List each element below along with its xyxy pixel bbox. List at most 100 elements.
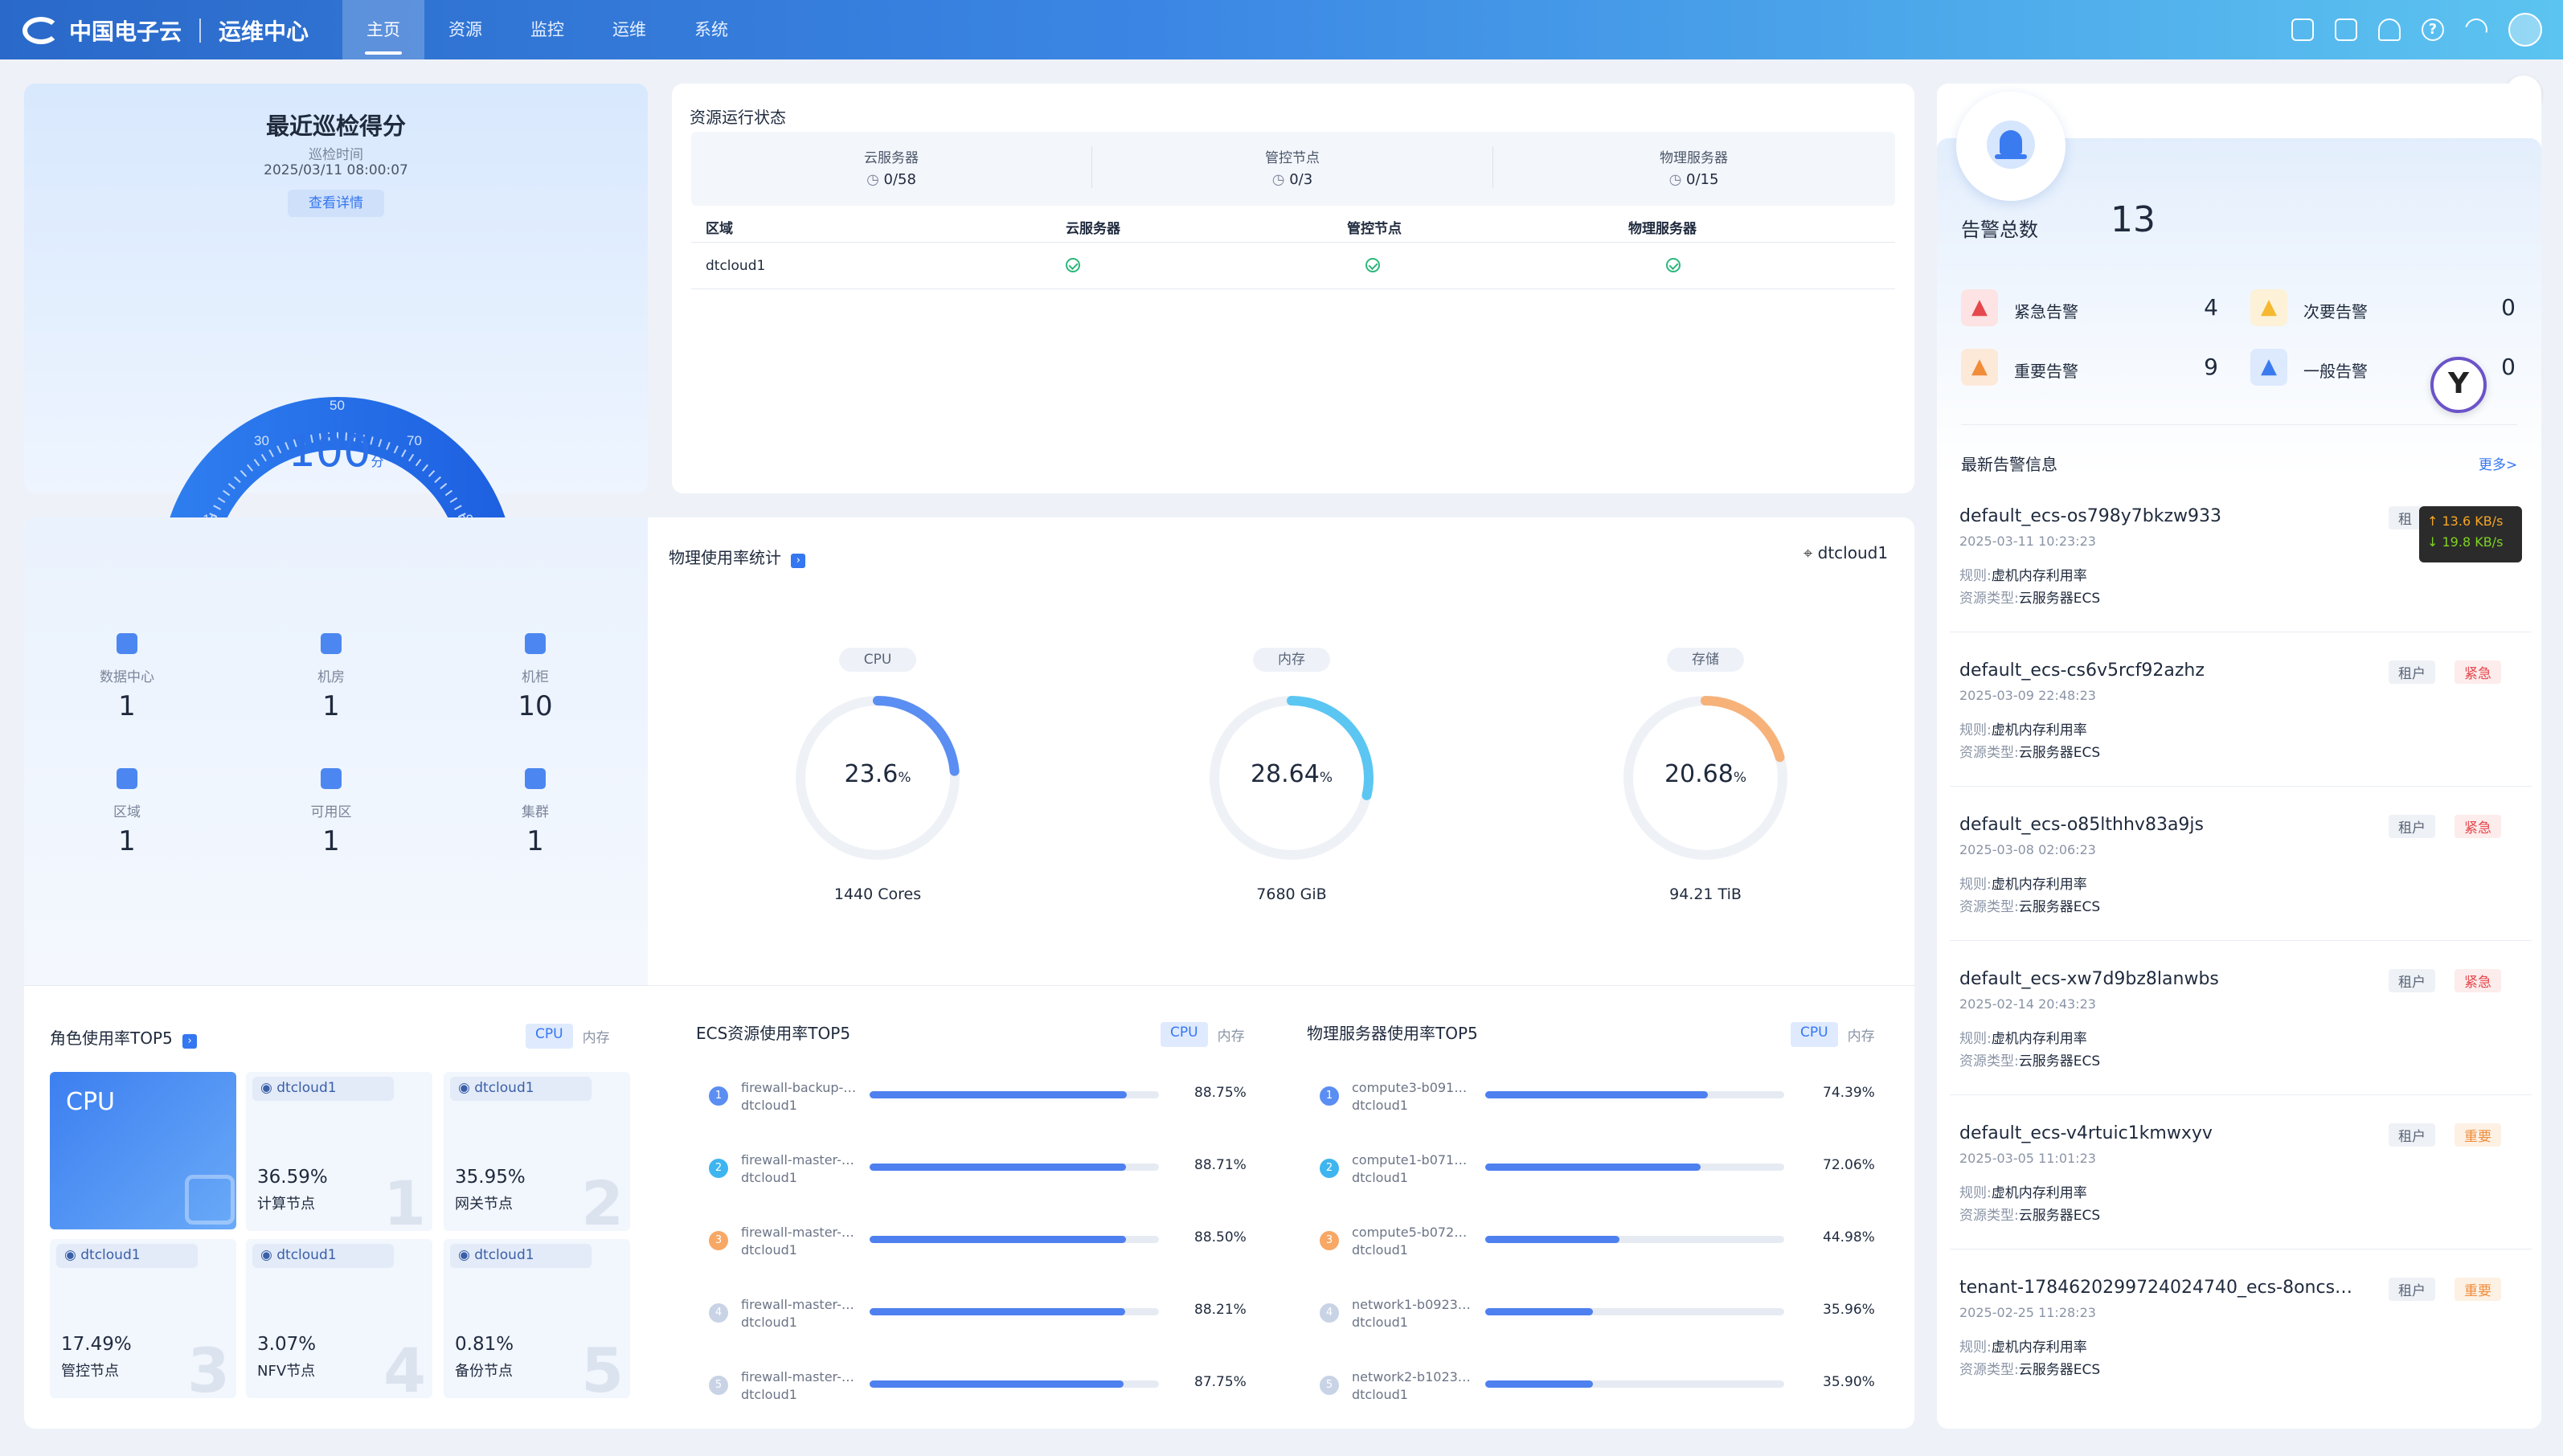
nav-monitor[interactable]: 监控 [530, 20, 564, 39]
item-region: dtcloud1 [741, 1170, 797, 1185]
tab-cpu[interactable]: CPU [1791, 1022, 1838, 1047]
nav-system[interactable]: 系统 [694, 20, 728, 39]
nav-ops[interactable]: 运维 [612, 20, 646, 39]
table-row[interactable]: dtcloud1 [691, 243, 1895, 289]
ecs-top5-title: ECS资源使用率TOP5 [696, 1024, 851, 1043]
top5-row[interactable]: 5 firewall-master-… dtcloud1 87.75% [709, 1369, 1283, 1411]
alert-time: 2025-03-05 11:01:23 [1959, 1151, 2096, 1166]
bell-icon[interactable] [2378, 18, 2401, 41]
top5-row[interactable]: 4 network1-b0923… dtcloud1 35.96% [1320, 1297, 1911, 1339]
item-name: network1-b0923… [1352, 1297, 1471, 1312]
role-top5-title-wrap: 角色使用率TOP5 › [50, 1025, 198, 1049]
role-tile[interactable]: ◉ dtcloud1 2 35.95% 网关节点 [444, 1072, 630, 1231]
role-rank: 4 [383, 1335, 426, 1398]
nav-home[interactable]: 主页 [342, 0, 424, 59]
tab-memory[interactable]: 内存 [1847, 1029, 1875, 1045]
alert-level-major[interactable]: ▲ 重要告警 9 [1961, 349, 2218, 387]
role-value: 36.59% [257, 1167, 328, 1188]
usage-bar-track [870, 1091, 1159, 1098]
infra-stat-region[interactable]: 区域 1 [63, 768, 191, 857]
top5-row[interactable]: 3 firewall-master-… dtcloud1 88.50% [709, 1225, 1283, 1266]
item-region: dtcloud1 [1352, 1170, 1408, 1185]
alert-divider [1950, 786, 2532, 787]
tab-memory[interactable]: 内存 [1217, 1029, 1245, 1045]
tab-memory[interactable]: 内存 [582, 1030, 610, 1046]
jump-icon[interactable]: › [791, 554, 806, 568]
role-tile[interactable]: ◉ dtcloud1 3 17.49% 管控节点 [50, 1239, 236, 1398]
top5-row[interactable]: 4 firewall-master-… dtcloud1 88.21% [709, 1297, 1283, 1339]
role-tile[interactable]: ◉ dtcloud1 1 36.59% 计算节点 [246, 1072, 432, 1231]
region-selector[interactable]: ⌖ dtcloud1 [1804, 543, 1888, 562]
gauge-label-pill: CPU [839, 648, 916, 672]
gauge-minor-tick [415, 459, 422, 467]
gauge-total: 94.21 TiB [1669, 885, 1742, 903]
document-icon[interactable] [2335, 18, 2357, 41]
more-alerts-link[interactable]: 更多> [2479, 457, 2518, 473]
alert-level-count: 4 [2204, 294, 2218, 321]
role-tile[interactable]: ◉ dtcloud1 5 0.81% 备份节点 [444, 1239, 630, 1398]
alert-list-item[interactable]: default_ecs-os798y7bkzw933 2025-03-11 10:… [1950, 506, 2532, 635]
resource-table-header: 区域 云服务器 管控节点 物理服务器 [691, 206, 1895, 243]
severity-badge: 紧急 [2455, 661, 2501, 684]
brand[interactable]: 中国电子云 运维中心 [23, 14, 309, 47]
user-avatar-icon[interactable] [2508, 13, 2542, 47]
alert-time: 2025-03-09 22:48:23 [1959, 688, 2096, 703]
infra-stat-machine-room[interactable]: 机房 1 [267, 633, 395, 722]
tab-cpu[interactable]: CPU [526, 1024, 573, 1049]
top5-row[interactable]: 2 compute1-b071… dtcloud1 72.06% [1320, 1152, 1911, 1194]
gauge-minor-tick [293, 439, 297, 448]
help-icon[interactable]: ? [2422, 18, 2444, 41]
alert-list-item[interactable]: default_ecs-cs6v5rcf92azhz 2025-03-09 22:… [1950, 661, 2532, 789]
jump-icon[interactable]: › [182, 1034, 198, 1049]
view-detail-button[interactable]: 查看详情 [288, 190, 384, 217]
role-tile[interactable]: ◉ dtcloud1 4 3.07% NFV节点 [246, 1239, 432, 1398]
role-label: 计算节点 [257, 1196, 315, 1213]
top5-row[interactable]: 5 network2-b1023… dtcloud1 35.90% [1320, 1369, 1911, 1411]
screen-icon[interactable] [2291, 18, 2314, 41]
top5-row[interactable]: 1 firewall-backup-… dtcloud1 88.75% [709, 1080, 1283, 1122]
alert-rule: 虚机内存利用率 [1991, 568, 2087, 584]
top5-row[interactable]: 2 firewall-master-… dtcloud1 88.71% [709, 1152, 1283, 1194]
gauge-minor-tick [378, 439, 383, 448]
usage-bar-fill [870, 1236, 1126, 1243]
role-hero-tile[interactable]: CPU [50, 1072, 236, 1229]
infra-stat-datacenter[interactable]: 数据中心 1 [63, 633, 191, 722]
infra-panel-bg [24, 517, 648, 985]
gauge-minor-tick [285, 441, 289, 451]
infra-stat-cluster[interactable]: 集群 1 [471, 768, 600, 857]
tab-cpu[interactable]: CPU [1161, 1022, 1208, 1047]
alert-list-item[interactable]: default_ecs-xw7d9bz8lanwbs 2025-02-14 20:… [1950, 969, 2532, 1098]
moon-icon[interactable] [2460, 14, 2492, 46]
alert-divider [1950, 940, 2532, 941]
gauge-minor-tick [234, 476, 241, 484]
alert-type-label: 资源类型: [1959, 745, 2019, 761]
nav-resources[interactable]: 资源 [448, 20, 482, 39]
item-value: 72.06% [1823, 1157, 1875, 1173]
summary-control-nodes[interactable]: 管控节点 ◷ 0/3 [1092, 146, 1493, 188]
alert-list-item[interactable]: default_ecs-v4rtuic1kmwxyv 2025-03-05 11:… [1950, 1123, 2532, 1252]
alert-list-item[interactable]: tenant-1784620299724024740_ecs-8oncs… 202… [1959, 1278, 2522, 1406]
alert-level-minor[interactable]: ▲ 次要告警 0 [2250, 289, 2516, 328]
globe-icon: ◉ [260, 1247, 277, 1263]
summary-label: 云服务器 [864, 150, 919, 166]
summary-physical-servers[interactable]: 物理服务器 ◷ 0/15 [1493, 146, 1894, 188]
gauge-minor-tick [422, 464, 428, 472]
alert-level-general[interactable]: ▲ 一般告警 0 [2250, 349, 2516, 387]
summary-cloud-servers[interactable]: 云服务器 ◷ 0/58 [691, 146, 1092, 188]
top5-row[interactable]: 3 compute5-b072… dtcloud1 44.98% [1320, 1225, 1911, 1266]
role-label: 网关节点 [455, 1196, 513, 1213]
alert-type: 云服务器ECS [2018, 745, 2101, 761]
item-name: firewall-backup-… [741, 1080, 857, 1095]
alert-level-critical[interactable]: ▲ 紧急告警 4 [1961, 289, 2218, 328]
usage-bar-fill [870, 1164, 1127, 1171]
severity-badge: 紧急 [2455, 815, 2501, 838]
infra-stat-availability-zone[interactable]: 可用区 1 [267, 768, 395, 857]
alert-total[interactable]: 13 [2111, 199, 2156, 240]
gauge-minor-tick [247, 464, 253, 472]
infra-stat-cabinet[interactable]: 机柜 10 [471, 633, 600, 722]
alert-list-item[interactable]: default_ecs-o85lthhv83a9js 2025-03-08 02:… [1950, 815, 2532, 943]
assistant-float-icon[interactable]: Y [2430, 357, 2487, 413]
main-nav: 主页 资源 监控 运维 系统 [342, 0, 752, 59]
alert-level-count: 0 [2501, 354, 2516, 380]
top5-row[interactable]: 1 compute3-b091… dtcloud1 74.39% [1320, 1080, 1911, 1122]
